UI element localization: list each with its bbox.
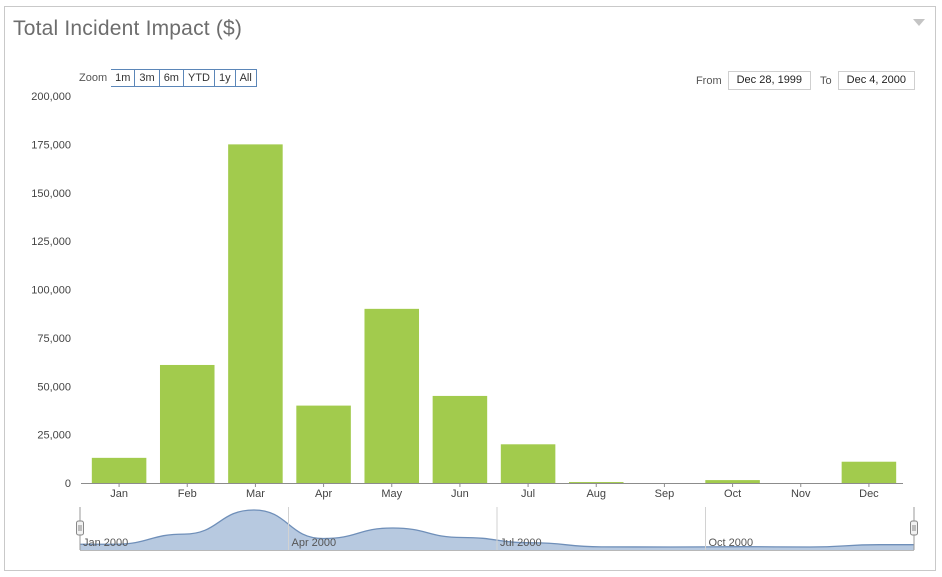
navigator-label: Apr 2000 bbox=[292, 537, 337, 549]
from-label: From bbox=[695, 74, 722, 87]
from-date-input[interactable]: Dec 28, 1999 bbox=[727, 71, 812, 90]
chart-title: Total Incident Impact ($) bbox=[13, 17, 243, 40]
bar-mar[interactable] bbox=[228, 144, 283, 483]
to-label: To bbox=[820, 74, 832, 87]
navigator-label: Jul 2000 bbox=[500, 537, 542, 549]
y-tick-label: 125,000 bbox=[31, 236, 71, 248]
bars bbox=[91, 144, 897, 483]
handle-grip[interactable] bbox=[76, 520, 84, 536]
zoom-1m-button[interactable]: 1m bbox=[111, 69, 136, 87]
bar-jan[interactable] bbox=[91, 457, 147, 483]
x-tick-label: Jun bbox=[451, 488, 469, 500]
x-tick-label: Dec bbox=[859, 488, 879, 500]
handle-grip[interactable] bbox=[910, 520, 918, 536]
zoom-3m-button[interactable]: 3m bbox=[135, 69, 160, 87]
bar-apr[interactable] bbox=[296, 405, 351, 483]
y-tick-label: 0 bbox=[65, 478, 71, 490]
y-axis: 0 25,000 50,000 75,000 100,000 125,000 150,000… bbox=[31, 91, 71, 490]
navigator-series-line bbox=[80, 509, 914, 548]
y-tick-label: 150,000 bbox=[31, 188, 71, 200]
bar-jul[interactable] bbox=[500, 444, 556, 483]
y-tick-label: 75,000 bbox=[37, 333, 71, 345]
x-tick-label: Apr bbox=[315, 488, 332, 500]
x-tick-label: Oct bbox=[724, 488, 741, 500]
y-tick-label: 175,000 bbox=[31, 139, 71, 151]
zoom-bar: Zoom 1m 3m 6m YTD 1y All bbox=[79, 69, 257, 87]
zoom-label: Zoom bbox=[79, 72, 108, 84]
bar-chart: 0 25,000 50,000 75,000 100,000 125,000 150,000… bbox=[31, 91, 918, 551]
bar-jun[interactable] bbox=[432, 395, 488, 483]
x-tick-label: Jul bbox=[521, 488, 535, 500]
zoom-6m-button[interactable]: 6m bbox=[159, 69, 184, 87]
navigator-right-handle[interactable] bbox=[910, 507, 918, 550]
to-date-input[interactable]: Dec 4, 2000 bbox=[837, 71, 915, 90]
x-tick-label: Aug bbox=[586, 488, 606, 500]
zoom-all-button[interactable]: All bbox=[235, 69, 257, 87]
y-tick-label: 200,000 bbox=[31, 91, 71, 103]
chart-panel: Total Incident Impact ($) Zoom 1m 3m 6m … bbox=[4, 6, 936, 571]
y-tick-label: 100,000 bbox=[31, 285, 71, 297]
navigator-left-handle[interactable] bbox=[76, 507, 84, 550]
x-tick-label: Sep bbox=[655, 488, 675, 500]
zoom-ytd-button[interactable]: YTD bbox=[183, 69, 215, 87]
zoom-1y-button[interactable]: 1y bbox=[214, 69, 236, 87]
bar-aug[interactable] bbox=[568, 482, 624, 483]
x-tick-label: Jan bbox=[110, 488, 128, 500]
navigator[interactable]: Jan 2000 Apr 2000 Jul 2000 Oct 2000 bbox=[76, 507, 918, 551]
y-tick-label: 25,000 bbox=[37, 430, 71, 442]
bar-dec[interactable] bbox=[841, 461, 897, 483]
y-tick-label: 50,000 bbox=[37, 381, 71, 393]
chart-menu-icon[interactable] bbox=[913, 19, 925, 26]
x-tick-label: Feb bbox=[178, 488, 197, 500]
x-tick-label: Mar bbox=[246, 488, 265, 500]
x-tick-label: May bbox=[381, 488, 402, 500]
date-range: From Dec 28, 1999 To Dec 4, 2000 bbox=[696, 71, 915, 90]
x-tick-label: Nov bbox=[791, 488, 811, 500]
bar-may[interactable] bbox=[364, 308, 420, 483]
navigator-label: Jan 2000 bbox=[83, 537, 128, 549]
navigator-label: Oct 2000 bbox=[709, 537, 754, 549]
bar-oct[interactable] bbox=[705, 480, 760, 483]
x-axis: Jan Feb Mar Apr May Jun Jul Aug Sep Oct Nov Dec bbox=[81, 483, 903, 500]
bar-feb[interactable] bbox=[159, 364, 215, 483]
